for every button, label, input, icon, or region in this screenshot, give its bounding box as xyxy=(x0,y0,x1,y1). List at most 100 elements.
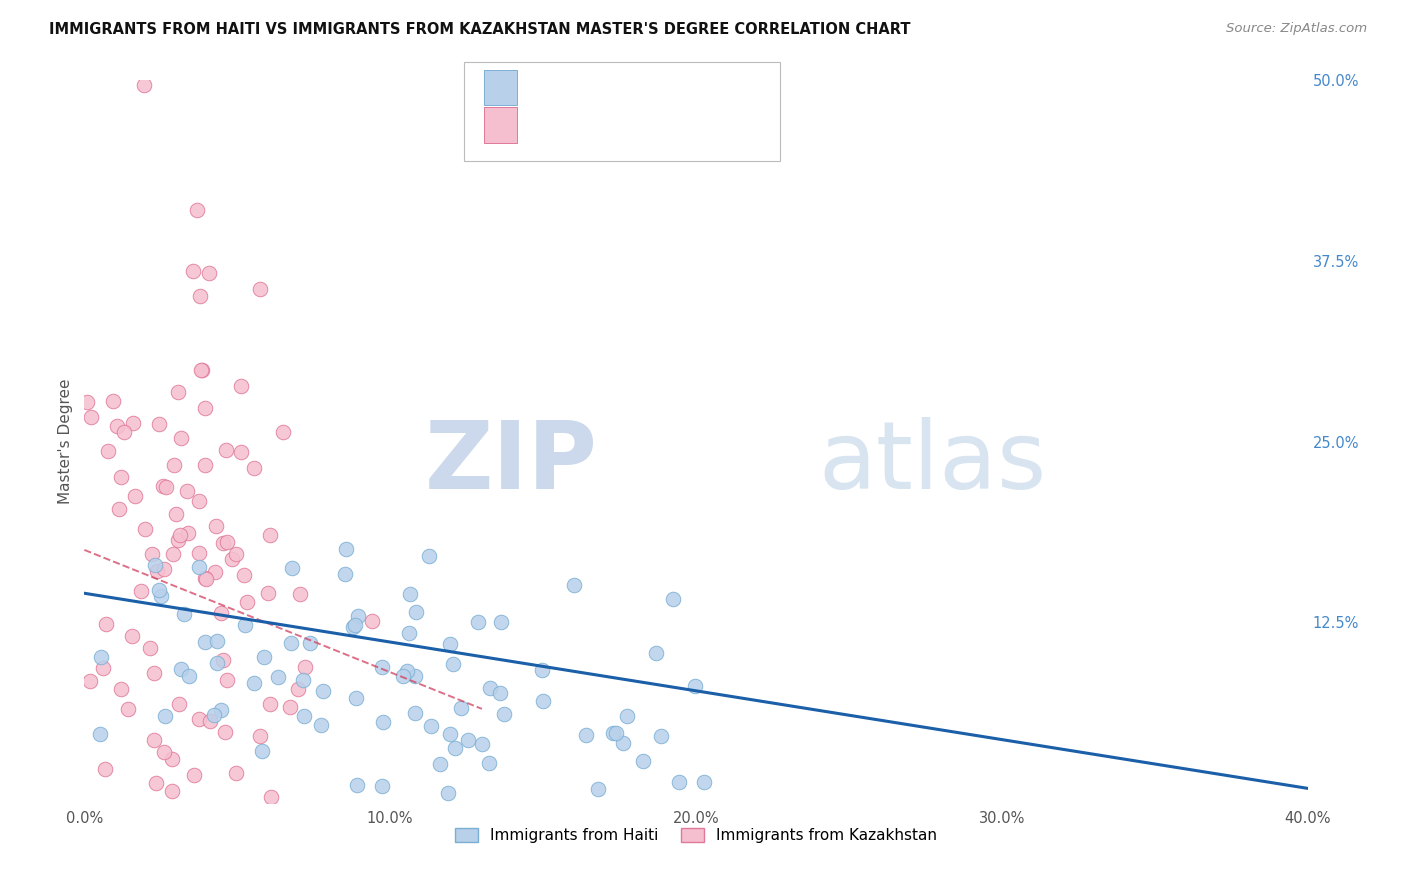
Text: 87: 87 xyxy=(645,118,666,132)
Point xyxy=(153,709,176,723)
Point xyxy=(259,527,281,541)
Point xyxy=(243,461,266,475)
Point xyxy=(371,714,394,729)
Point xyxy=(194,572,217,586)
Point xyxy=(405,605,427,619)
Point xyxy=(398,625,420,640)
Point xyxy=(155,480,177,494)
Point xyxy=(335,567,357,582)
Point xyxy=(489,615,512,629)
Point xyxy=(194,401,217,415)
Point xyxy=(288,587,311,601)
Point xyxy=(148,582,170,597)
Point xyxy=(271,425,294,440)
Point xyxy=(343,617,366,632)
Point xyxy=(586,781,609,796)
Point xyxy=(683,679,706,693)
Point xyxy=(243,675,266,690)
Point xyxy=(129,583,152,598)
Point xyxy=(188,546,211,560)
Point xyxy=(562,577,585,591)
Legend: Immigrants from Haiti, Immigrants from Kazakhstan: Immigrants from Haiti, Immigrants from K… xyxy=(449,822,943,849)
Text: ZIP: ZIP xyxy=(425,417,598,509)
Point xyxy=(205,656,228,670)
Point xyxy=(418,549,440,563)
Point xyxy=(229,378,252,392)
Point xyxy=(76,395,98,409)
Point xyxy=(645,646,668,660)
Point xyxy=(110,681,132,696)
Point xyxy=(112,425,135,440)
Point xyxy=(96,616,118,631)
Point xyxy=(650,729,672,743)
Point xyxy=(309,717,332,731)
Point xyxy=(280,635,302,649)
Point xyxy=(194,634,217,648)
Point xyxy=(176,483,198,498)
Point xyxy=(217,673,239,687)
Point xyxy=(420,719,443,733)
Point xyxy=(292,709,315,723)
Point xyxy=(399,587,422,601)
Point xyxy=(257,585,280,599)
Point xyxy=(110,469,132,483)
Point xyxy=(221,552,243,566)
Point xyxy=(141,547,163,561)
Point xyxy=(260,790,283,805)
Point xyxy=(179,669,201,683)
Text: 77: 77 xyxy=(645,80,666,95)
Text: Source: ZipAtlas.com: Source: ZipAtlas.com xyxy=(1226,22,1367,36)
Point xyxy=(150,589,173,603)
Point xyxy=(259,697,281,711)
Point xyxy=(253,649,276,664)
Point xyxy=(294,660,316,674)
Point xyxy=(346,778,368,792)
Point xyxy=(145,776,167,790)
Point xyxy=(252,744,274,758)
Point xyxy=(249,282,271,296)
Point xyxy=(225,766,247,780)
Point xyxy=(142,666,165,681)
Point xyxy=(370,779,392,793)
Point xyxy=(187,560,209,574)
Point xyxy=(198,266,221,280)
Point xyxy=(489,686,512,700)
Point xyxy=(148,417,170,431)
Point xyxy=(441,657,464,672)
Text: N =: N = xyxy=(619,118,652,132)
Point xyxy=(467,615,489,630)
Point xyxy=(344,690,367,705)
Point xyxy=(457,733,479,747)
Point xyxy=(188,288,211,302)
Point xyxy=(450,701,472,715)
Point xyxy=(187,494,209,508)
Point xyxy=(605,726,627,740)
Point xyxy=(186,202,208,217)
Point xyxy=(612,736,634,750)
Point xyxy=(205,518,228,533)
Point xyxy=(194,458,217,472)
Point xyxy=(267,670,290,684)
Point xyxy=(94,763,117,777)
Point xyxy=(471,737,494,751)
Point xyxy=(105,419,128,434)
Point xyxy=(361,614,384,628)
Point xyxy=(190,363,212,377)
Point xyxy=(153,562,176,576)
Point xyxy=(233,568,256,582)
Point xyxy=(633,755,655,769)
Point xyxy=(160,784,183,798)
Point xyxy=(298,636,321,650)
Point xyxy=(91,661,114,675)
Y-axis label: Master's Degree: Master's Degree xyxy=(58,379,73,504)
Point xyxy=(209,703,232,717)
Point xyxy=(492,706,515,721)
Text: R =: R = xyxy=(524,118,558,132)
Point xyxy=(249,730,271,744)
Point xyxy=(121,417,143,431)
Point xyxy=(79,673,101,688)
Point xyxy=(167,698,190,712)
Point xyxy=(212,536,235,550)
Point xyxy=(139,641,162,656)
Point xyxy=(661,592,683,607)
